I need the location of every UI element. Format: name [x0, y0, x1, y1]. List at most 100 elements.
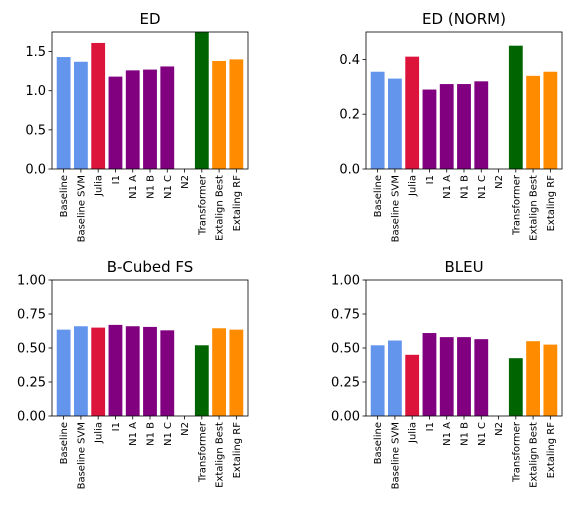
x-tick-label: N1 B [460, 422, 471, 446]
y-tick-label: 0.75 [331, 308, 360, 323]
y-tick-label: 0.00 [331, 410, 360, 425]
x-tick-label: N1 B [146, 422, 157, 446]
bar-extalign-best [526, 75, 540, 169]
x-tick-label: Transformer [511, 421, 522, 483]
x-tick-label: Baseline SVM [390, 422, 401, 489]
bar-n1-c [474, 81, 489, 169]
x-tick-label: Baseline [373, 422, 384, 464]
bar-transformer [194, 345, 209, 416]
bar-n1-c [160, 66, 175, 169]
bar-n1-b [143, 326, 157, 416]
x-tick-label: Extaling RF [546, 175, 557, 232]
y-tick-label: 1.0 [25, 84, 46, 99]
bar-julia [91, 327, 106, 416]
x-tick-label: N2 [180, 175, 191, 189]
bar-extaling-rf [229, 329, 244, 416]
x-tick-label: Extaling RF [232, 175, 243, 232]
bar-extalign-best [526, 341, 540, 416]
y-tick-label: 1.00 [331, 274, 360, 289]
y-tick-label: 1.00 [17, 274, 46, 289]
bar-n1-a [125, 70, 140, 169]
x-tick-label: I1 [111, 175, 122, 184]
x-tick-label: Transformer [511, 174, 522, 236]
x-tick-label: I1 [111, 422, 122, 431]
x-tick-label: Baseline SVM [76, 175, 87, 242]
bar-baseline-svm [74, 326, 88, 416]
x-tick-label: Transformer [197, 421, 208, 483]
x-tick-label: Extalign Best [529, 175, 540, 241]
bar-n1-b [143, 69, 157, 169]
y-tick-label: 0.0 [25, 163, 46, 178]
bar-i1 [108, 324, 123, 416]
x-tick-label: I1 [425, 175, 436, 184]
x-tick-label: Extalign Best [215, 175, 226, 241]
x-tick-label: N1 C [477, 175, 488, 199]
bar-baseline [370, 345, 385, 416]
subplot-2: Baseline Baseline SVM Julia I1 N1 A N1 B N1 C N… [339, 10, 563, 242]
x-tick-label: N1 B [460, 175, 471, 199]
x-tick-label: I1 [425, 422, 436, 431]
chart-title: B-Cubed FS [107, 258, 194, 276]
plot-frame [51, 279, 249, 417]
x-tick-label: Baseline SVM [390, 175, 401, 242]
bar-julia [405, 56, 420, 169]
bar-transformer [508, 45, 523, 170]
bar-extaling-rf [543, 71, 558, 169]
plot-frame [365, 279, 563, 417]
chart-title: ED (NORM) [422, 10, 506, 28]
y-tick-label: 0.25 [17, 376, 46, 391]
bar-baseline-svm [74, 61, 88, 169]
x-tick-label: N1 A [128, 422, 139, 446]
bar-extaling-rf [543, 344, 558, 416]
x-tick-label: N1 A [442, 422, 453, 446]
y-tick-label: 0.75 [17, 308, 46, 323]
x-tick-label: N1 C [163, 422, 174, 446]
bar-extalign-best [212, 60, 226, 169]
bar-i1 [422, 333, 437, 416]
x-tick-label: Baseline SVM [76, 422, 87, 489]
bar-n1-c [474, 339, 489, 416]
bar-n1-b [457, 84, 471, 169]
x-tick-label: Julia [94, 422, 105, 444]
x-tick-label: Extalign Best [215, 422, 226, 488]
bar-n1-b [457, 337, 471, 416]
x-tick-label: Julia [408, 422, 419, 444]
x-tick-label: N2 [494, 422, 505, 436]
y-tick-label: 0.50 [331, 342, 360, 357]
x-tick-label: N2 [180, 422, 191, 436]
x-tick-label: Extaling RF [546, 422, 557, 479]
bar-baseline [370, 71, 385, 169]
y-tick-label: 1.5 [25, 45, 46, 60]
bar-n1-c [160, 330, 175, 416]
x-tick-label: Baseline [59, 422, 70, 464]
y-tick-label: 0.0 [339, 163, 360, 178]
bar-transformer [508, 358, 523, 416]
y-tick-label: 0.25 [331, 376, 360, 391]
bar-n1-a [125, 326, 140, 416]
bar-baseline-svm [388, 78, 402, 169]
subplot-4: Baseline Baseline SVM Julia I1 N1 A N1 B N1 C N… [331, 258, 563, 489]
y-tick-label: 0.50 [17, 342, 46, 357]
x-tick-label: Extaling RF [232, 422, 243, 479]
bar-baseline [56, 57, 71, 169]
y-tick-label: 0.00 [17, 410, 46, 425]
x-tick-label: Transformer [197, 174, 208, 236]
chart-title: ED [139, 10, 160, 28]
x-tick-label: N1 A [442, 175, 453, 199]
bar-extaling-rf [229, 59, 244, 169]
x-tick-label: Extalign Best [529, 422, 540, 488]
bar-n1-a [439, 337, 454, 416]
x-tick-label: N1 A [128, 175, 139, 199]
x-tick-label: Julia [94, 175, 105, 197]
bar-julia [405, 354, 420, 416]
chart-title: BLEU [444, 258, 483, 276]
bar-i1 [108, 76, 123, 169]
y-tick-label: 0.4 [339, 53, 360, 68]
bar-n1-a [439, 84, 454, 169]
bar-i1 [422, 89, 437, 169]
subplot-3: Baseline Baseline SVM Julia I1 N1 A N1 B N1 C N… [17, 258, 249, 489]
x-tick-label: Baseline [373, 175, 384, 217]
bar-extalign-best [212, 328, 226, 416]
y-tick-label: 0.2 [339, 108, 360, 123]
